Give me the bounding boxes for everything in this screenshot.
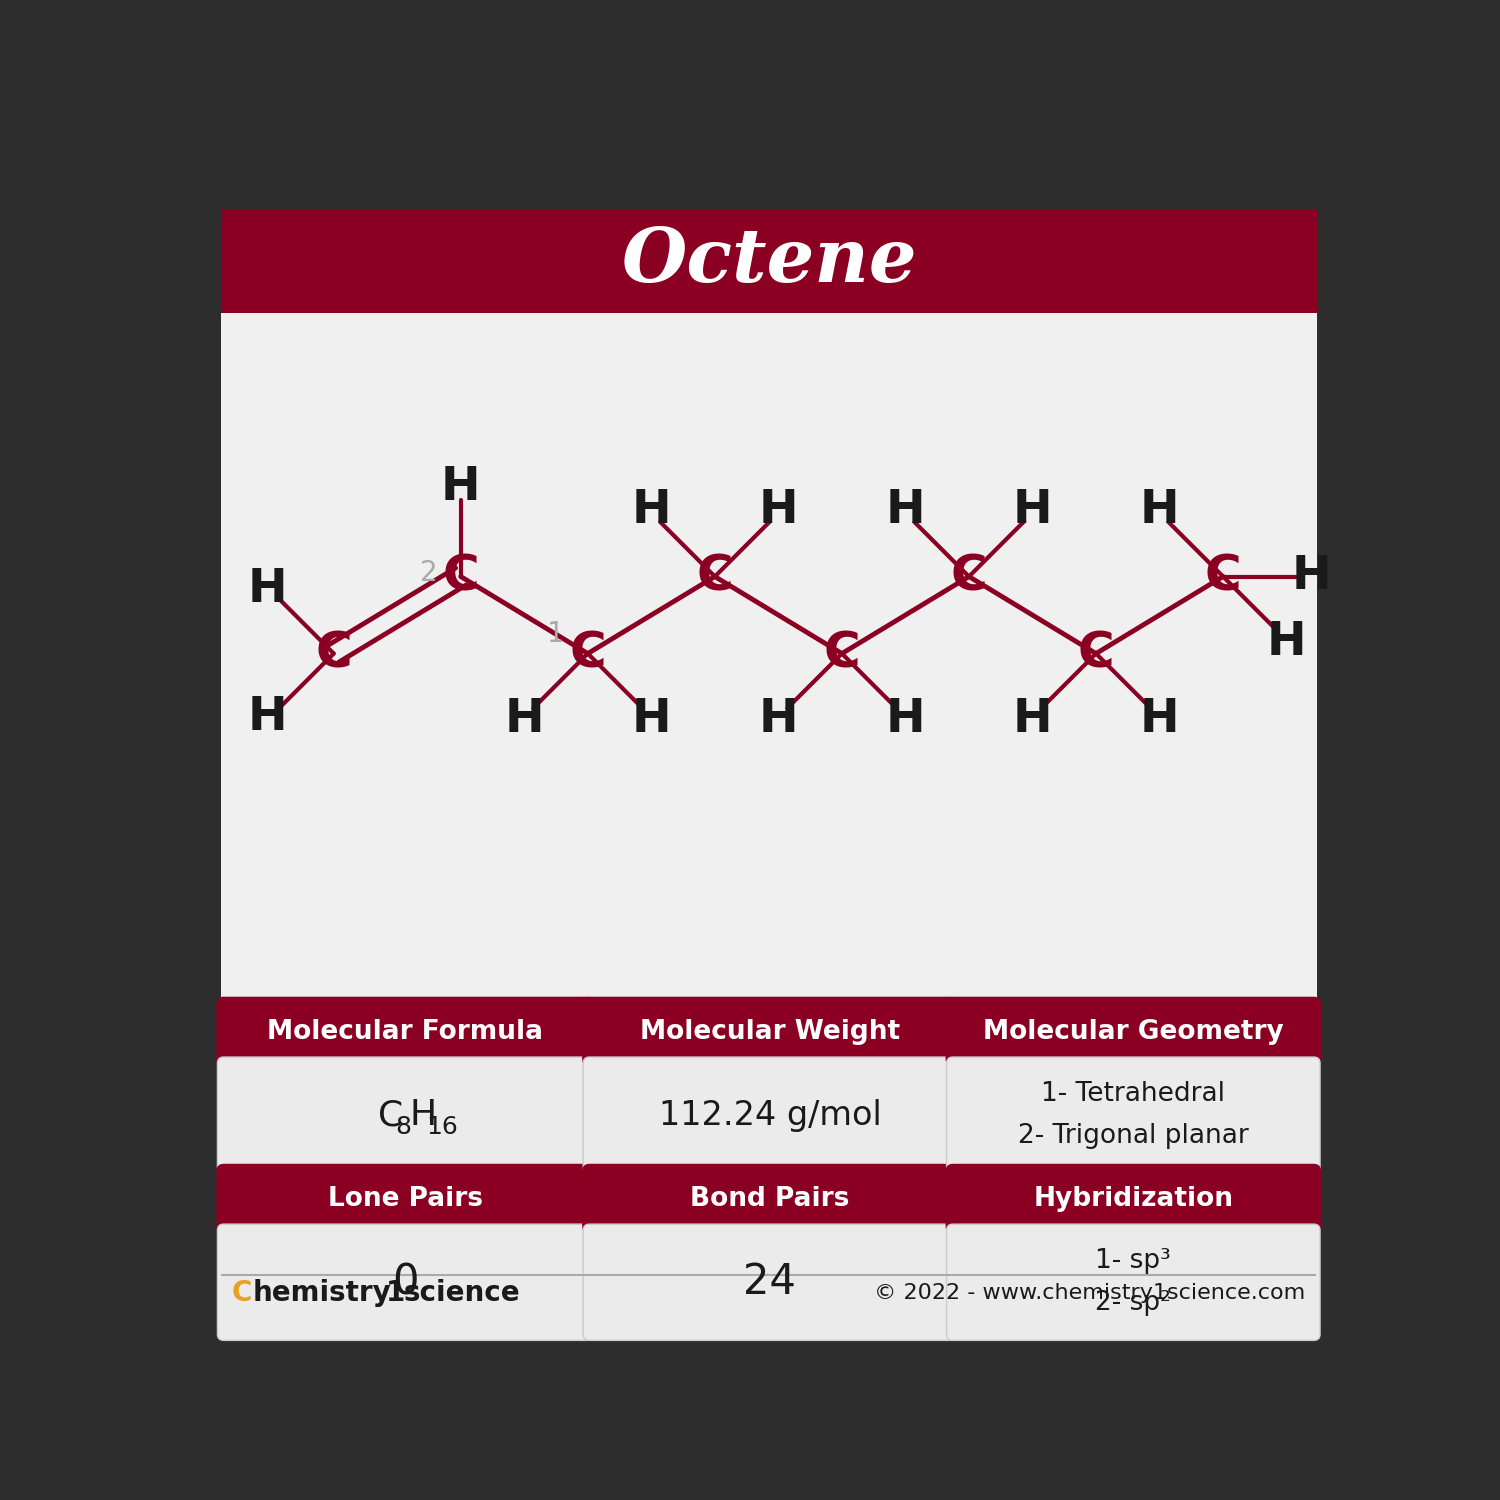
Text: 1: 1 [386,1278,405,1306]
FancyBboxPatch shape [584,1224,957,1341]
Text: © 2022 - www.chemistry1science.com: © 2022 - www.chemistry1science.com [874,1282,1305,1302]
FancyBboxPatch shape [584,1166,957,1233]
Text: C: C [824,630,861,678]
FancyBboxPatch shape [220,210,1317,1305]
Text: H: H [759,698,798,742]
Text: Lone Pairs: Lone Pairs [328,1185,483,1212]
Text: C: C [570,630,606,678]
Text: 1- Tetrahedral
2- Trigonal planar: 1- Tetrahedral 2- Trigonal planar [1019,1082,1248,1149]
Text: hemistry: hemistry [254,1278,392,1306]
Text: H: H [1140,488,1179,532]
Text: H: H [1013,698,1052,742]
Text: H: H [1292,554,1332,598]
Text: Molecular Formula: Molecular Formula [267,1019,543,1044]
FancyBboxPatch shape [584,998,957,1065]
Text: 0: 0 [392,1262,418,1304]
Text: C: C [951,552,987,600]
Text: C: C [1204,552,1242,600]
Text: science: science [404,1278,520,1306]
Text: Molecular Weight: Molecular Weight [640,1019,900,1044]
Text: H: H [759,488,798,532]
Text: H: H [1013,488,1053,532]
Text: H: H [1268,620,1306,664]
Text: H: H [886,698,926,742]
Text: 1: 1 [546,621,564,648]
Text: C: C [315,630,352,678]
Text: 2: 2 [420,558,436,586]
Text: 24: 24 [744,1262,796,1304]
Text: Hybridization: Hybridization [1034,1185,1233,1212]
Text: Molecular Geometry: Molecular Geometry [982,1019,1284,1044]
Text: H: H [248,694,288,740]
FancyBboxPatch shape [217,1058,592,1173]
Text: C: C [696,552,734,600]
FancyBboxPatch shape [946,1058,1320,1173]
Text: C: C [1077,630,1114,678]
FancyBboxPatch shape [217,1166,592,1233]
FancyBboxPatch shape [584,1058,957,1173]
Text: H: H [885,488,926,532]
Text: H: H [248,567,288,612]
FancyBboxPatch shape [946,1224,1320,1341]
Text: C: C [442,552,478,600]
Text: H: H [632,488,670,532]
Text: H: H [410,1098,436,1132]
Text: H: H [441,465,480,510]
FancyBboxPatch shape [217,1224,592,1341]
Text: H: H [1140,698,1179,742]
FancyBboxPatch shape [946,998,1320,1065]
Text: 8: 8 [396,1114,411,1138]
Bar [220,314,1317,1004]
FancyBboxPatch shape [217,998,592,1065]
Text: 1- sp³
2- sp²: 1- sp³ 2- sp² [1095,1248,1172,1317]
Bar [220,210,1317,314]
Text: C: C [232,1278,252,1306]
Text: Bond Pairs: Bond Pairs [690,1185,849,1212]
Text: C: C [378,1098,404,1132]
Text: H: H [632,698,672,742]
Text: H: H [504,698,544,742]
Text: 112.24 g/mol: 112.24 g/mol [658,1098,882,1131]
Text: 16: 16 [426,1114,458,1138]
Text: Octene: Octene [621,225,916,297]
FancyBboxPatch shape [946,1166,1320,1233]
